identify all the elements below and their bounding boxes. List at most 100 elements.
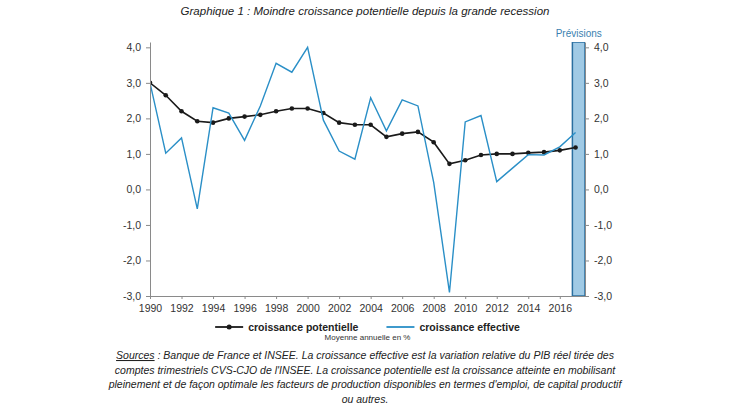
tick-mark <box>585 118 589 119</box>
y-axis: -3,0 -2,0 -1,0 0,0 1,0 2,0 3,0 4,0 <box>123 41 151 302</box>
forecast-band <box>572 42 585 296</box>
tick-label: 2004 <box>359 302 383 314</box>
tick: 1994 <box>202 296 226 314</box>
tick: 2010 <box>454 296 478 314</box>
series-marker <box>242 114 247 119</box>
tick-label: 3,0 <box>126 77 141 89</box>
tick-label: 4,0 <box>594 41 609 53</box>
tick-label: 0,0 <box>126 183 141 195</box>
tick-label: -1,0 <box>594 219 612 231</box>
series-marker <box>179 109 184 114</box>
tick-mark <box>585 83 589 84</box>
tick: 0,0 <box>585 183 609 195</box>
tick-label: 2008 <box>423 302 447 314</box>
tick-mark <box>213 296 214 299</box>
tick: 2012 <box>486 296 510 314</box>
tick-mark <box>182 296 183 299</box>
tick: 1992 <box>170 296 194 314</box>
tick: -1,0 <box>585 219 612 231</box>
tick-mark <box>560 296 561 299</box>
tick: 2006 <box>391 296 415 314</box>
tick-mark <box>146 296 150 297</box>
tick-label: 2012 <box>486 302 510 314</box>
tick: 3,0 <box>585 77 609 89</box>
series-marker <box>573 145 578 150</box>
tick-label: 2000 <box>296 302 320 314</box>
tick-label: -1,0 <box>123 219 141 231</box>
tick-mark <box>585 154 589 155</box>
axis-line <box>150 43 151 297</box>
source-line: ou autres. <box>342 393 389 405</box>
legend: croissance potentielle croissance effecti… <box>215 321 520 333</box>
legend-marker <box>227 325 232 330</box>
tick-label: 2,0 <box>126 112 141 124</box>
series-marker <box>557 148 562 153</box>
tick-label: 2016 <box>549 302 573 314</box>
tick: 2,0 <box>126 112 150 124</box>
tick-label: 1996 <box>233 302 257 314</box>
tick: 4,0 <box>585 41 609 53</box>
tick-mark <box>585 47 589 48</box>
tick-label: 1,0 <box>126 148 141 160</box>
tick-label: -2,0 <box>594 254 612 266</box>
tick-label: 1,0 <box>594 148 609 160</box>
series-marker <box>384 135 389 140</box>
legend-item: croissance effective <box>386 321 520 333</box>
tick-label: 2002 <box>328 302 352 314</box>
series-marker <box>353 122 358 127</box>
tick-mark <box>146 118 150 119</box>
tick-mark <box>146 260 150 261</box>
tick-label: -3,0 <box>123 290 141 302</box>
tick: 1998 <box>265 296 289 314</box>
tick-label: 4,0 <box>126 41 141 53</box>
tick-mark <box>585 296 589 297</box>
tick-label: -3,0 <box>594 290 612 302</box>
series-marker <box>290 106 295 111</box>
series-marker <box>368 122 373 127</box>
tick: 3,0 <box>126 77 150 89</box>
series-marker <box>337 120 342 125</box>
tick: 0,0 <box>126 183 150 195</box>
axis-line <box>585 43 586 297</box>
tick-mark <box>308 296 309 299</box>
tick-label: 2,0 <box>594 112 609 124</box>
plot: Prévisions 1990 1992 1994 1996 1998 2000 2002 20… <box>123 28 612 314</box>
series-marker <box>400 131 405 136</box>
source-label: Sources <box>116 349 155 361</box>
source-line: Sources : Banque de France et INSEE. La … <box>116 349 615 361</box>
legend-label: croissance potentielle <box>248 321 358 333</box>
tick-label: 1990 <box>139 302 163 314</box>
tick: -2,0 <box>123 254 150 266</box>
series-marker <box>274 109 279 114</box>
series-marker <box>510 152 515 157</box>
series-line <box>150 83 576 164</box>
tick-label: -2,0 <box>123 254 141 266</box>
series-marker <box>195 119 200 124</box>
tick: 1,0 <box>126 148 150 160</box>
tick: -3,0 <box>585 290 612 302</box>
tick-mark <box>276 296 277 299</box>
tick-label: 2006 <box>391 302 415 314</box>
tick-label: 0,0 <box>594 183 609 195</box>
y-unit-label: Moyenne annuelle en % <box>325 333 411 342</box>
tick-mark <box>402 296 403 299</box>
axis-line <box>151 296 586 297</box>
tick: -2,0 <box>585 254 612 266</box>
series-marker <box>463 158 468 163</box>
tick-mark <box>339 296 340 299</box>
tick: 2008 <box>423 296 447 314</box>
tick-mark <box>465 296 466 299</box>
annotation-label: Prévisions <box>556 28 602 39</box>
tick: 2000 <box>296 296 320 314</box>
tick-mark <box>146 154 150 155</box>
tick-label: 1998 <box>265 302 289 314</box>
source-text: : Banque de France et INSEE. La croissan… <box>155 349 615 361</box>
series-marker <box>163 93 168 98</box>
tick-label: 2010 <box>454 302 478 314</box>
series-marker <box>258 113 263 118</box>
series-line <box>150 47 576 292</box>
tick-label: 2014 <box>517 302 541 314</box>
tick: 2014 <box>517 296 541 314</box>
legend-item: croissance potentielle <box>215 321 358 333</box>
tick: 1,0 <box>585 148 609 160</box>
